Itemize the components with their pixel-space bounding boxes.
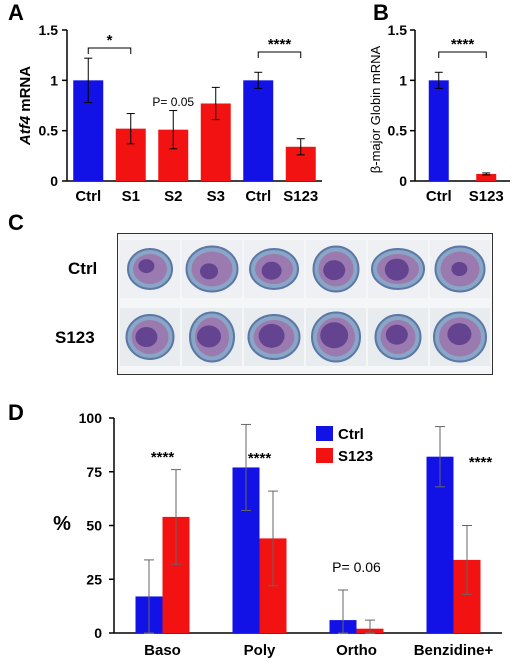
micrograph-cell-image <box>368 308 428 366</box>
micrograph-cell-image <box>430 240 490 298</box>
y-tick-label: 0 <box>94 625 102 641</box>
significance-bracket <box>87 47 132 54</box>
y-tick-label: 50 <box>86 518 102 534</box>
micrograph-cell-image <box>306 308 366 366</box>
micrograph-panel <box>117 233 493 375</box>
significance-stars: **** <box>268 36 292 53</box>
y-tick-label: 0.5 <box>388 123 408 139</box>
y-tick-label: 1 <box>399 72 407 88</box>
x-tick-label: Ctrl <box>245 188 271 205</box>
y-axis-label: β-major Globin mRNA <box>368 45 383 173</box>
x-tick-label: Ctrl <box>426 188 452 205</box>
x-tick-label: S123 <box>469 188 504 205</box>
p-value-label: P= 0.06 <box>332 559 381 575</box>
chart-b-beta-major-globin: 0 0.5 1 1.5 Ctrl S123 **** β-major Globin mRNA <box>368 22 510 205</box>
p-value-label: P= 0.05 <box>152 95 194 109</box>
x-tick-label: Benzidine+ <box>414 642 494 659</box>
significance-stars: **** <box>469 454 493 471</box>
legend-label-ctrl: Ctrl <box>338 426 364 443</box>
y-tick-label: 75 <box>86 464 102 480</box>
y-tick-label: 0 <box>399 173 407 189</box>
y-axis-label: % <box>53 513 71 535</box>
y-tick-label: 0.5 <box>39 123 59 139</box>
chart-d-cell-stage-percent: 0 25 50 75 100 Baso Poly Ortho Benzidine+ **** ***… <box>53 410 502 659</box>
x-tick-label: Ctrl <box>75 188 101 205</box>
significance-bracket <box>438 51 487 58</box>
x-tick-label: S123 <box>283 188 318 205</box>
micrograph-cell-image <box>182 308 242 366</box>
y-tick-label: 1.5 <box>39 22 59 38</box>
significance-stars: * <box>107 32 113 49</box>
micrograph-row-label-ctrl: Ctrl <box>68 259 98 278</box>
micrograph-cell-image <box>368 240 428 298</box>
significance-stars: **** <box>151 449 175 466</box>
significance-stars: **** <box>248 450 272 467</box>
y-tick-label: 0 <box>50 173 58 189</box>
x-tick-label: Baso <box>144 642 181 659</box>
x-tick-label: Ortho <box>336 642 377 659</box>
micrograph-cell-image <box>430 308 490 366</box>
panel-letter-a: A <box>8 0 24 25</box>
micrograph-cell-image <box>120 240 180 298</box>
y-tick-label: 1.5 <box>388 22 408 38</box>
x-tick-label: Poly <box>244 642 276 659</box>
y-axis-label: Atf4 mRNA <box>17 66 34 146</box>
bar <box>428 80 449 181</box>
panel-letter-d: D <box>8 400 24 425</box>
bar <box>476 173 497 181</box>
x-tick-label: S3 <box>207 188 225 205</box>
panel-letter-c: C <box>8 210 24 235</box>
micrograph-cell-image <box>244 308 304 366</box>
y-tick-label: 100 <box>79 410 103 426</box>
significance-bracket <box>257 51 302 58</box>
x-tick-label: S1 <box>122 188 140 205</box>
y-tick-label: 25 <box>86 571 102 587</box>
y-tick-label: 1 <box>50 72 58 88</box>
panel-letter-b: B <box>373 0 389 25</box>
legend-swatch-s123 <box>316 448 333 463</box>
legend-swatch-ctrl <box>316 426 333 441</box>
significance-stars: **** <box>451 36 475 53</box>
micrograph-cell-image <box>306 240 366 298</box>
micrograph-cell-image <box>182 240 242 298</box>
bar <box>243 80 274 181</box>
micrograph-row-label-s123: S123 <box>55 328 95 347</box>
micrograph-cell-image <box>244 240 304 298</box>
micrograph-cell-image <box>120 308 180 366</box>
legend-label-s123: S123 <box>338 448 373 465</box>
x-tick-label: S2 <box>164 188 182 205</box>
